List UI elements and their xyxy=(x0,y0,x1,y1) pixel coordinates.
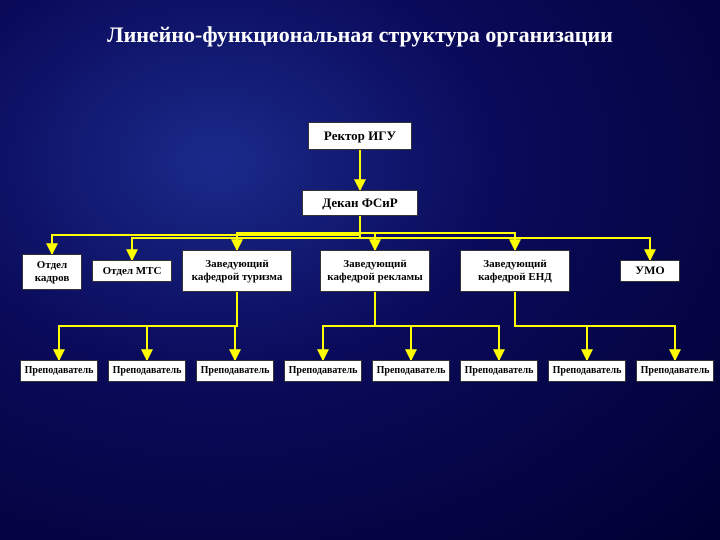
edge-rek-t4 xyxy=(323,292,375,360)
page-title: Линейно-функциональная структура организ… xyxy=(0,0,720,48)
edge-dean-tur xyxy=(237,216,360,250)
edge-end-t7 xyxy=(515,292,587,360)
node-end: Заведующий кафедрой ЕНД xyxy=(460,250,570,292)
node-t5: Преподаватель xyxy=(372,360,450,382)
edge-rek-t5 xyxy=(375,292,411,360)
node-t6: Преподаватель xyxy=(460,360,538,382)
node-t3: Преподаватель xyxy=(196,360,274,382)
node-t1: Преподаватель xyxy=(20,360,98,382)
edge-dean-rek xyxy=(360,216,375,250)
node-t7: Преподаватель xyxy=(548,360,626,382)
node-umo: УМО xyxy=(620,260,680,282)
node-t8: Преподаватель xyxy=(636,360,714,382)
edge-dean-hr xyxy=(52,216,360,254)
edge-dean-end xyxy=(360,216,515,250)
edge-rek-t6 xyxy=(375,292,499,360)
node-mts: Отдел МТС xyxy=(92,260,172,282)
node-dean: Декан ФСиР xyxy=(302,190,418,216)
edge-tur-t3 xyxy=(235,292,237,360)
node-t4: Преподаватель xyxy=(284,360,362,382)
node-hr: Отдел кадров xyxy=(22,254,82,290)
edge-tur-t1 xyxy=(59,292,237,360)
node-t2: Преподаватель xyxy=(108,360,186,382)
edge-end-t8 xyxy=(515,292,675,360)
node-root: Ректор ИГУ xyxy=(308,122,412,150)
edge-tur-t2 xyxy=(147,292,237,360)
node-tur: Заведующий кафедрой туризма xyxy=(182,250,292,292)
node-rek: Заведующий кафедрой рекламы xyxy=(320,250,430,292)
